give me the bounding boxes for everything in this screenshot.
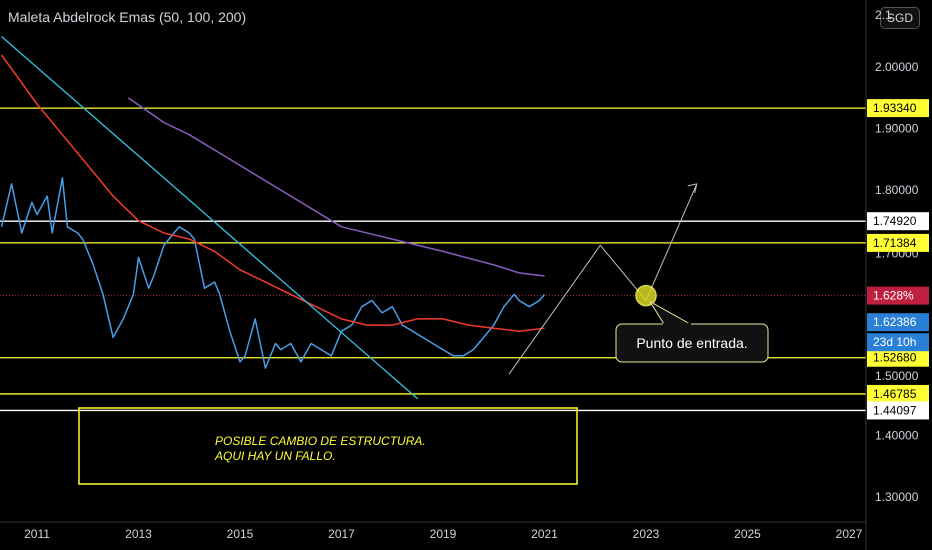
series-ema200 <box>127 97 545 277</box>
structure-note-line1: POSIBLE CAMBIO DE ESTRUCTURA. <box>215 434 426 448</box>
x-tick-label: 2021 <box>531 527 558 541</box>
x-tick-label: 2011 <box>24 527 50 541</box>
trendline <box>1 36 419 400</box>
y-tick-label: 1.30000 <box>875 490 919 504</box>
x-tick-label: 2019 <box>430 527 457 541</box>
y-tick-label: 2.00000 <box>875 60 919 74</box>
y-tick-label-partial: 1.50000 <box>875 369 919 383</box>
structure-note-line2: AQUI HAY UN FALLO. <box>214 449 336 463</box>
structure-note-box <box>78 407 578 485</box>
price-tag: 1.74920 <box>873 214 917 228</box>
entry-callout-joint <box>663 323 691 326</box>
y-tick-label: 1.40000 <box>875 429 919 443</box>
y-tick-label: 1.80000 <box>875 183 919 197</box>
price-tag: 1.71384 <box>873 236 917 250</box>
x-tick-label: 2027 <box>836 527 863 541</box>
percent-tag: 1.628% <box>873 289 914 303</box>
price-tag: 1.52680 <box>873 351 917 365</box>
price-tag-bg <box>867 99 929 118</box>
entry-callout-label: Punto de entrada. <box>636 335 747 351</box>
price-tag-bg <box>867 401 929 420</box>
countdown-tag: 23d 10h <box>873 335 916 349</box>
projection-path <box>508 183 698 375</box>
y-tick-label-top: 2.1 <box>875 8 892 22</box>
entry-point-marker <box>635 284 657 307</box>
series-ema50 <box>0 54 545 332</box>
chart-title: Maleta Abdelrock Emas (50, 100, 200) <box>8 9 247 25</box>
x-tick-label: 2013 <box>125 527 152 541</box>
y-tick-label: 1.90000 <box>875 122 919 136</box>
countdown-tag-bg <box>867 333 929 352</box>
x-tick-label: 2017 <box>328 527 355 541</box>
price-tag: 1.93340 <box>873 101 917 115</box>
x-tick-label: 2025 <box>734 527 761 541</box>
series-price <box>0 176 546 369</box>
price-tag-bg <box>867 233 929 252</box>
percent-tag-bg <box>867 286 929 305</box>
price-tag-bg <box>867 384 929 403</box>
current-price-tag-bg <box>867 313 929 332</box>
current-price-tag: 1.62386 <box>873 315 917 329</box>
x-tick-label: 2015 <box>227 527 254 541</box>
currency-button[interactable]: SGD <box>880 7 920 29</box>
projection-arrowhead <box>687 183 698 193</box>
price-tag: 1.44097 <box>873 403 917 417</box>
price-tag-bg <box>867 348 929 367</box>
price-tag: 1.46785 <box>873 387 917 401</box>
price-tag-bg <box>867 212 929 231</box>
entry-callout-box <box>615 323 769 363</box>
entry-callout-pointer <box>649 301 691 325</box>
x-tick-label: 2023 <box>633 527 660 541</box>
